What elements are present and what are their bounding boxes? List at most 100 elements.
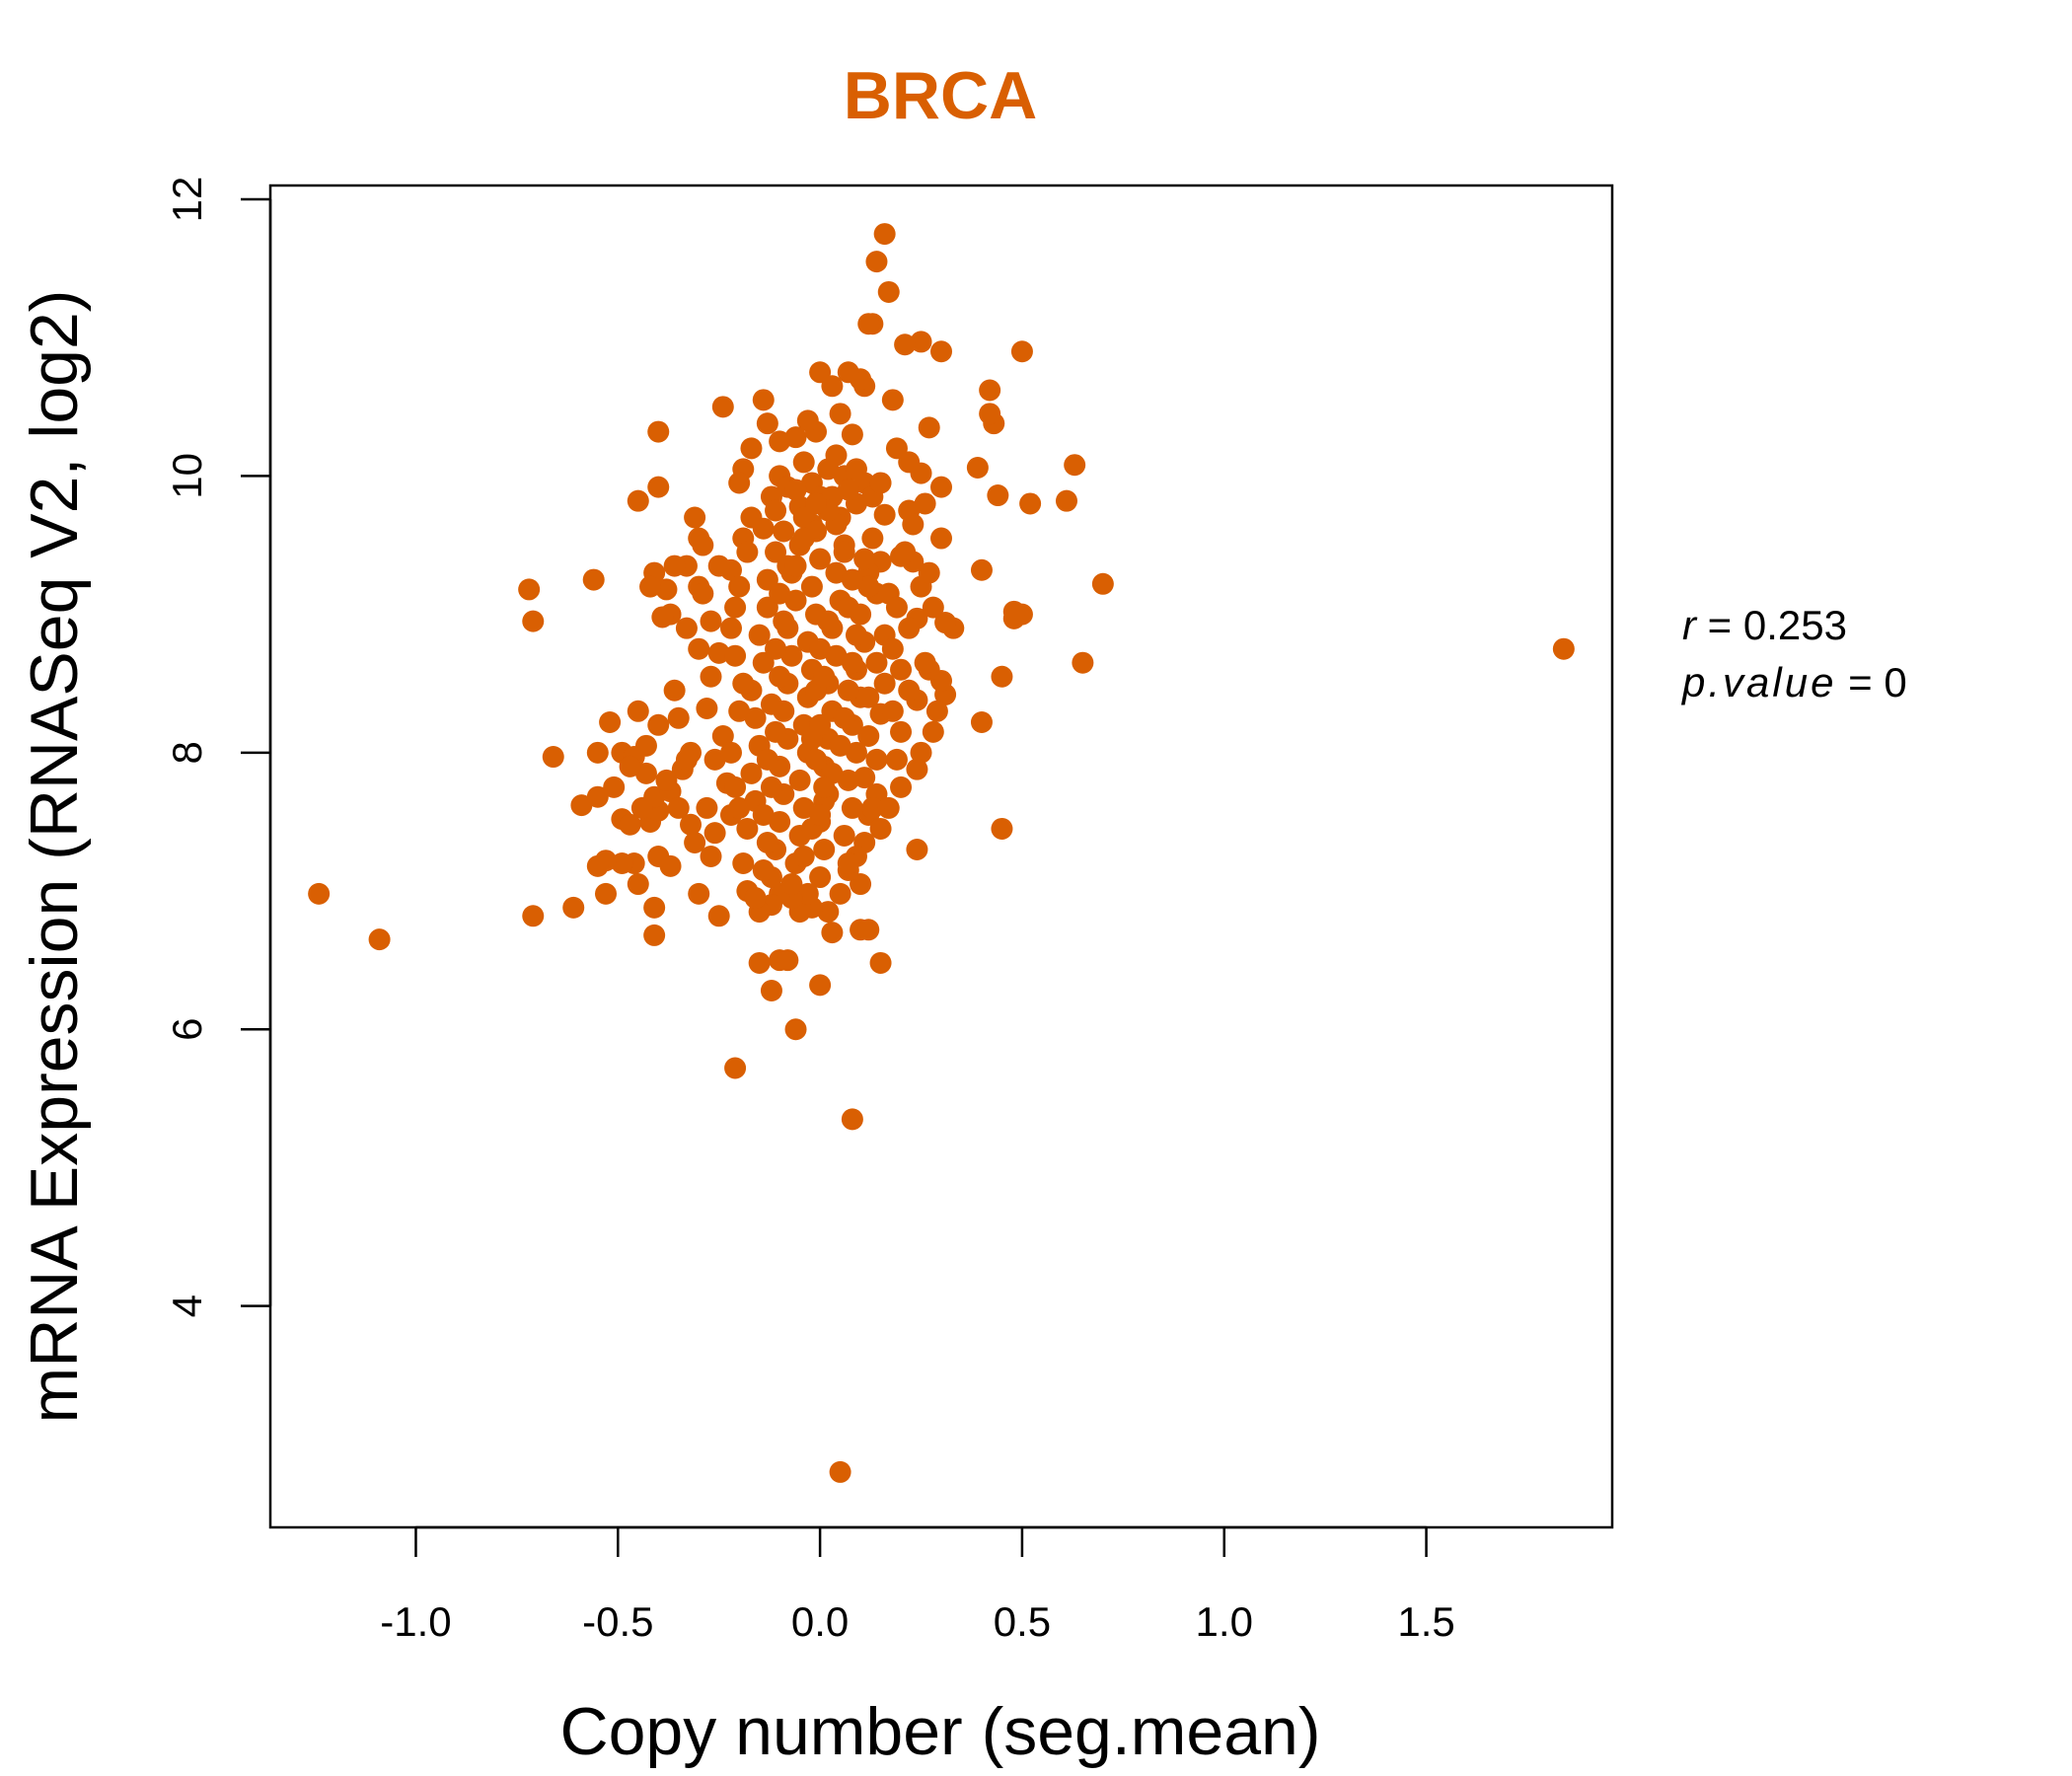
data-point	[780, 873, 803, 896]
data-point	[813, 776, 836, 798]
data-point	[922, 720, 944, 743]
data-point	[841, 651, 863, 674]
data-point	[873, 223, 896, 246]
data-point	[777, 949, 799, 972]
data-point	[898, 679, 921, 702]
data-point	[711, 725, 734, 748]
data-point	[1091, 572, 1114, 595]
x-tick-label: 0.0	[791, 1598, 849, 1645]
data-point	[1072, 651, 1094, 674]
data-point	[696, 697, 718, 719]
data-point	[792, 846, 815, 867]
data-point	[1010, 340, 1033, 363]
x-tick-label: -0.5	[582, 1598, 653, 1645]
data-point	[813, 665, 836, 688]
data-point	[987, 484, 1009, 507]
data-point	[765, 637, 787, 660]
data-point	[809, 803, 832, 826]
data-point	[684, 506, 706, 529]
data-point	[711, 396, 734, 418]
data-point	[800, 575, 823, 598]
data-point	[784, 1018, 807, 1041]
data-point	[724, 776, 747, 798]
x-tick-label: 0.5	[994, 1598, 1051, 1645]
data-point	[522, 905, 545, 927]
data-point	[930, 476, 952, 498]
data-point	[894, 541, 917, 563]
data-point	[970, 558, 993, 581]
data-point	[857, 919, 880, 941]
data-point	[925, 700, 948, 722]
data-point	[748, 624, 771, 646]
data-point	[700, 665, 722, 688]
y-tick-label: 6	[164, 1018, 210, 1041]
data-point	[869, 951, 892, 974]
data-point	[991, 817, 1013, 840]
plot-frame	[268, 184, 1614, 1529]
data-point	[760, 693, 782, 715]
p-equals: =	[1836, 659, 1884, 705]
data-point	[542, 746, 564, 769]
data-point	[667, 796, 690, 819]
data-point	[805, 492, 828, 515]
data-point	[756, 748, 778, 771]
data-point	[736, 541, 759, 563]
data-point	[898, 617, 921, 639]
data-point	[667, 706, 690, 729]
data-point	[769, 430, 791, 453]
data-point	[728, 700, 751, 722]
data-point	[837, 679, 859, 702]
data-point	[1552, 637, 1575, 660]
data-point	[910, 741, 932, 764]
chart-title: BRCA	[844, 58, 1037, 133]
data-point	[663, 555, 686, 577]
data-point	[724, 1057, 747, 1079]
data-point	[881, 637, 904, 660]
y-tick-label: 12	[164, 177, 210, 223]
data-point	[805, 748, 828, 771]
data-point	[582, 568, 605, 591]
x-tick-label: -1.0	[380, 1598, 451, 1645]
data-point	[922, 596, 944, 619]
data-point	[837, 596, 859, 619]
data-point	[752, 803, 775, 826]
data-point	[784, 555, 807, 577]
data-point	[792, 451, 815, 474]
data-point	[684, 831, 706, 853]
data-point	[857, 313, 880, 335]
y-axis: 4 6 8 10 12	[164, 177, 272, 1317]
data-point	[700, 610, 722, 632]
data-point	[813, 838, 836, 860]
data-point	[639, 575, 662, 598]
data-point	[692, 534, 714, 556]
data-point	[821, 375, 844, 398]
data-point	[765, 720, 787, 743]
data-point	[788, 769, 811, 791]
data-point	[865, 251, 888, 273]
data-point	[748, 951, 771, 974]
data-point	[688, 637, 710, 660]
data-point	[881, 700, 904, 722]
data-point	[659, 854, 682, 877]
data-point	[586, 741, 609, 764]
correlation-stats: r = 0.253 p.value = 0	[1680, 602, 1907, 705]
data-point	[752, 389, 775, 411]
data-point	[890, 776, 913, 798]
data-point	[744, 887, 767, 910]
data-point	[841, 423, 863, 446]
data-point	[736, 817, 759, 840]
data-point	[643, 924, 666, 946]
data-point	[752, 517, 775, 540]
data-point	[719, 741, 742, 764]
data-point	[825, 444, 848, 467]
data-point	[719, 617, 742, 639]
data-point	[619, 813, 641, 836]
data-point	[760, 980, 782, 1001]
data-point	[890, 658, 913, 681]
r-statistic: r = 0.253	[1682, 602, 1847, 648]
data-point	[611, 852, 633, 875]
data-point	[1019, 492, 1042, 515]
data-point	[675, 748, 698, 771]
data-point	[696, 796, 718, 819]
data-point	[837, 852, 859, 875]
